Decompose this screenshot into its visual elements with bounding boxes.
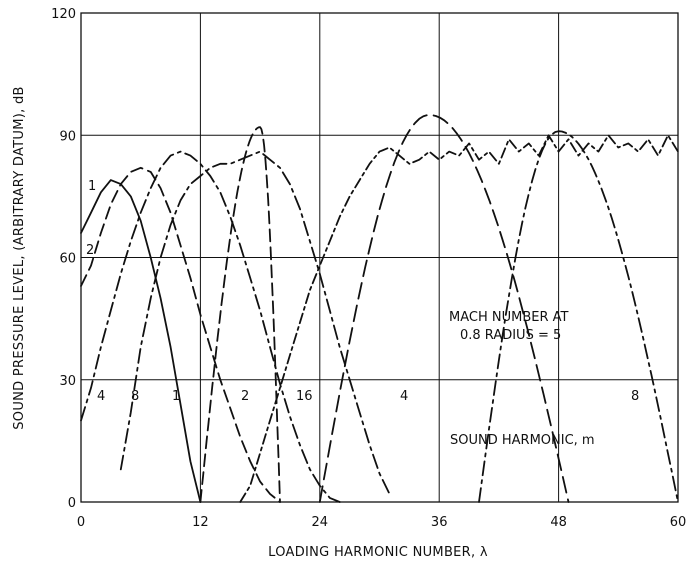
- grid: [81, 13, 678, 502]
- x-tick-label: 24: [312, 515, 329, 530]
- y-tick-label: 0: [68, 496, 76, 511]
- series-2-line: [80, 166, 281, 503]
- x-tick-labels: 0 12 24 36 48 60: [77, 515, 686, 530]
- x-tick-label: 36: [431, 515, 448, 530]
- x-tick-label: 48: [550, 515, 567, 530]
- series-8-lobe-line: [478, 130, 679, 503]
- y-tick-label: 60: [59, 252, 76, 267]
- x-axis-label: LOADING HARMONIC NUMBER, λ: [268, 545, 488, 560]
- mach-annotation-line1: MACH NUMBER AT: [449, 310, 569, 325]
- y-tick-label: 120: [51, 7, 76, 22]
- curve-label: 2: [241, 389, 249, 404]
- y-tick-labels: 0 30 60 90 120: [51, 7, 76, 511]
- x-tick-label: 0: [77, 515, 85, 530]
- sound-harmonic-label: SOUND HARMONIC, m: [450, 433, 595, 448]
- x-tick-label: 12: [192, 515, 209, 530]
- y-tick-label: 90: [59, 129, 76, 144]
- y-tick-label: 30: [59, 374, 76, 389]
- curve-label: 1: [172, 389, 180, 404]
- series-1-line: [80, 179, 202, 503]
- y-axis-label: SOUND PRESSURE LEVEL, (ARBITRARY DATUM),…: [12, 86, 27, 430]
- series-4-line: [80, 150, 341, 503]
- series-8-line: [119, 150, 391, 495]
- series-2-lobe-line: [199, 126, 281, 503]
- plot-frame: [80, 12, 679, 503]
- series-16-line: [239, 134, 679, 503]
- curve-label: 2: [86, 243, 94, 258]
- x-tick-label: 60: [670, 515, 687, 530]
- curves: [80, 114, 679, 503]
- curve-label: 4: [97, 389, 105, 404]
- curve-label: 8: [131, 389, 139, 404]
- curve-labels: 124 8 1 2 16 4 8: [86, 179, 639, 404]
- series-4-lobe-line: [318, 114, 570, 503]
- curve-label: 16: [296, 389, 313, 404]
- mach-annotation-line2: 0.8 RADIUS = 5: [460, 328, 561, 343]
- curve-label: 4: [400, 389, 408, 404]
- curve-label: 1: [88, 179, 96, 194]
- curve-label: 8: [631, 389, 639, 404]
